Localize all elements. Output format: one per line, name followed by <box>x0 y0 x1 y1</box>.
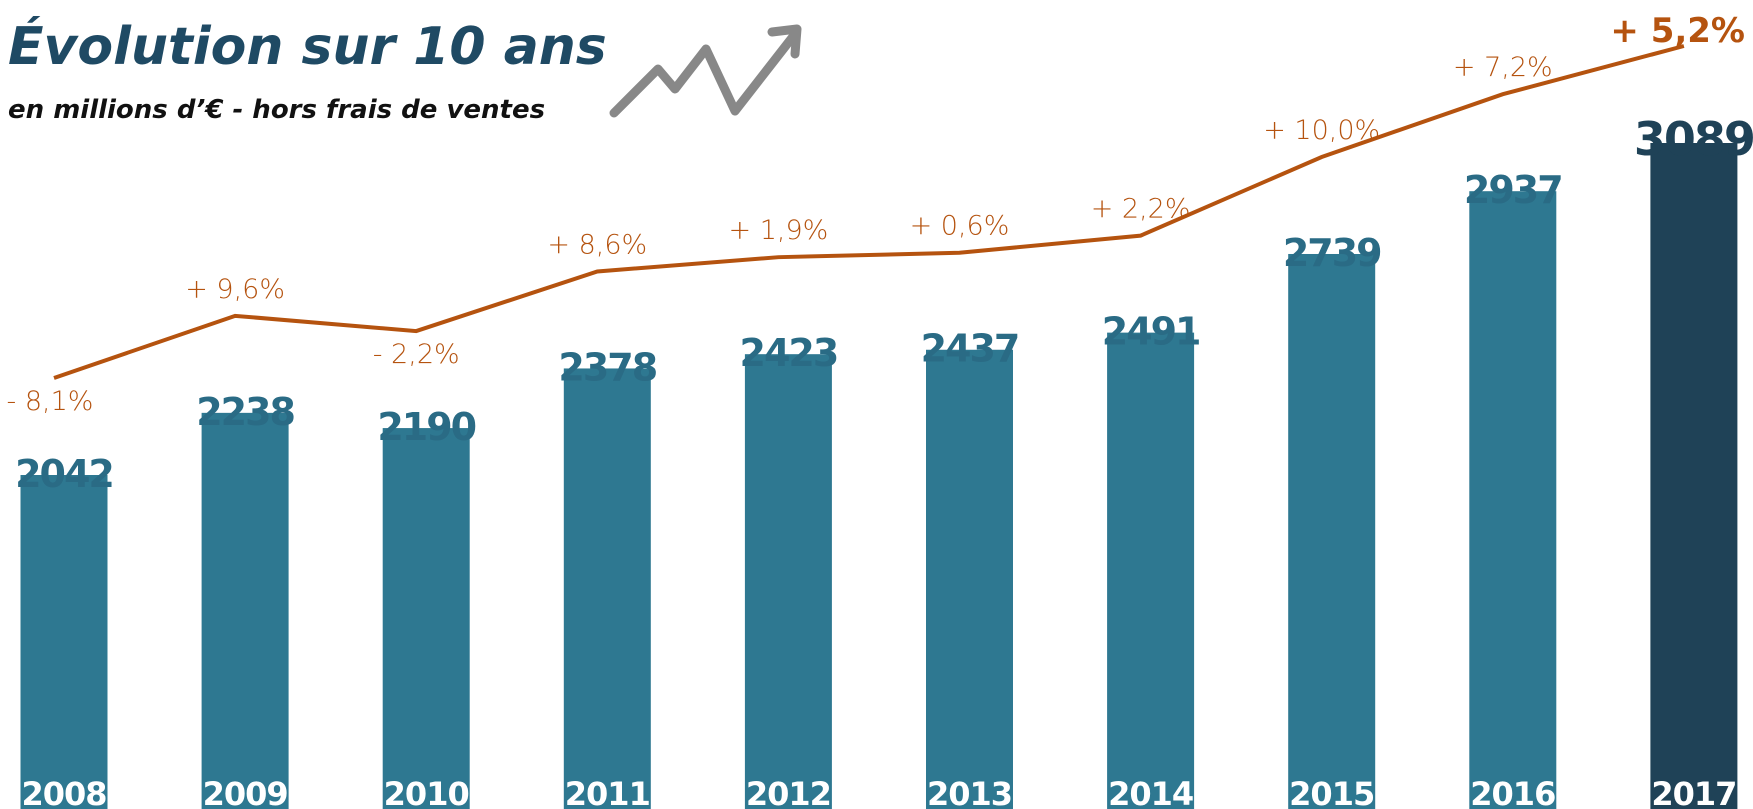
growth-line <box>53 44 1685 380</box>
bar <box>744 354 832 809</box>
bar <box>1469 191 1557 809</box>
growth-label: + 9,6% <box>185 274 285 305</box>
bar-value-label: 2437 <box>921 327 1019 371</box>
x-tick-label: 2017 <box>1651 775 1736 809</box>
growth-label: + 10,0% <box>1263 115 1380 146</box>
bar <box>1650 143 1738 809</box>
bar-value-label: 2937 <box>1464 168 1562 212</box>
x-tick-label: 2014 <box>1108 775 1193 809</box>
bar <box>1288 253 1376 809</box>
bar-value-label: 3089 <box>1634 112 1753 166</box>
x-tick-label: 2013 <box>927 775 1012 809</box>
x-tick-label: 2008 <box>21 775 106 809</box>
bar-value-label: 2042 <box>15 452 113 496</box>
bar <box>926 349 1013 809</box>
bar <box>20 475 108 809</box>
growth-label: - 8,1% <box>7 386 94 417</box>
bar-value-label: 2190 <box>377 405 475 449</box>
x-tick-label: 2011 <box>565 775 650 809</box>
growth-label: + 7,2% <box>1453 52 1553 83</box>
x-tick-label: 2012 <box>746 775 831 809</box>
x-tick-label: 2010 <box>384 775 469 809</box>
x-tick-label: 2015 <box>1289 775 1374 809</box>
growth-label: + 2,2% <box>1091 194 1191 225</box>
bar-value-label: 2491 <box>1102 310 1200 354</box>
chart-subtitle: en millions d’€ - hors frais de ventes <box>8 95 545 125</box>
bar-value-label: 2739 <box>1283 231 1381 275</box>
trend-icon <box>609 24 802 118</box>
chart-title: Évolution sur 10 ans <box>8 16 607 77</box>
bar <box>1107 332 1195 809</box>
x-tick-label: 2016 <box>1470 775 1555 809</box>
growth-label: + 0,6% <box>910 211 1010 242</box>
growth-label: + 8,6% <box>547 229 647 260</box>
growth-label: - 2,2% <box>373 339 460 370</box>
bar <box>201 412 289 809</box>
bar-value-label: 2378 <box>558 345 656 389</box>
growth-label: + 1,9% <box>728 215 828 246</box>
growth-label: + 5,2% <box>1610 11 1745 51</box>
bar <box>382 428 470 809</box>
bar <box>563 368 651 809</box>
bar-value-label: 2423 <box>740 331 838 375</box>
bar-value-label: 2238 <box>196 390 294 434</box>
x-tick-label: 2009 <box>203 775 288 809</box>
